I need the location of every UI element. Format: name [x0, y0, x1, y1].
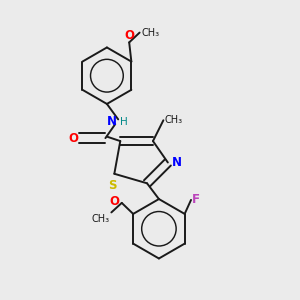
Text: O: O	[110, 195, 119, 208]
Text: N: N	[107, 115, 117, 128]
Text: CH₃: CH₃	[141, 28, 159, 38]
Text: N: N	[171, 156, 182, 169]
Text: O: O	[68, 132, 78, 145]
Text: F: F	[192, 194, 200, 206]
Text: O: O	[124, 29, 134, 42]
Text: CH₃: CH₃	[165, 115, 183, 125]
Text: H: H	[120, 117, 128, 127]
Text: CH₃: CH₃	[92, 214, 110, 224]
Text: S: S	[108, 179, 116, 192]
